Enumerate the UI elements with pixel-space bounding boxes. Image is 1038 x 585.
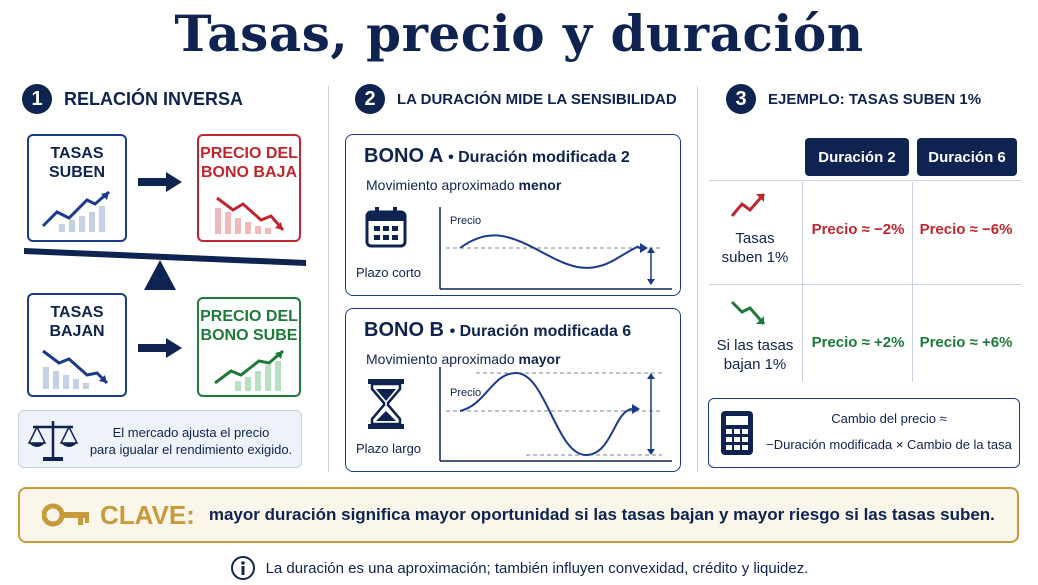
formula-line1: Cambio del precio ≈ <box>831 411 947 426</box>
precio-sube-line1: PRECIO DEL <box>200 308 298 325</box>
bono-a-chart-label: Precio <box>450 215 482 227</box>
cell-bajan-dur2: Precio ≈ +2% <box>811 334 905 351</box>
bono-a-movement-prefix: Movimiento aproximado <box>366 177 515 193</box>
section-2-number: 2 <box>355 84 385 114</box>
falling-rates-icon <box>42 349 109 389</box>
bono-b-movement-prefix: Movimiento aproximado <box>366 351 515 367</box>
market-note-line2: para igualar el rendimiento exigido. <box>89 442 293 457</box>
table-divider <box>709 180 1021 181</box>
section-1-number: 1 <box>22 84 52 114</box>
tasas-bajan-line2: BAJAN <box>49 323 105 340</box>
calculator-icon <box>721 411 753 455</box>
rising-price-icon <box>214 349 284 391</box>
key-icon <box>42 503 89 527</box>
bono-b-name: BONO B <box>364 319 444 341</box>
row-label-bajan-line2: bajan 1% <box>723 356 787 373</box>
tasas-suben-line2: SUBEN <box>48 164 105 181</box>
row-label-suben-line1: Tasas <box>735 230 775 247</box>
section-3-title: EJEMPLO: TASAS SUBEN 1% <box>768 90 982 108</box>
divider <box>328 86 329 472</box>
bono-b-panel: BONO B • Duración modificada 6 Movimient… <box>345 308 681 472</box>
right-arrow-icon <box>138 338 182 358</box>
bono-b-title: BONO B • Duración modificada 6 <box>364 319 631 342</box>
tasas-bajan-line1: TASAS <box>50 304 104 321</box>
column-header-duracion-2: Duración 2 <box>805 138 909 176</box>
seesaw-icon <box>24 248 306 290</box>
tasas-bajan-box: TASAS BAJAN <box>27 293 127 397</box>
column-header-duracion-6: Duración 6 <box>917 138 1017 176</box>
bono-b-movement-strong: mayor <box>518 351 561 367</box>
key-text: mayor duración significa mayor oportunid… <box>208 505 995 524</box>
bono-b-price-wave <box>439 367 672 462</box>
section-3-header: 3 EJEMPLO: TASAS SUBEN 1% <box>726 84 981 114</box>
bono-a-movement-strong: menor <box>518 177 562 193</box>
falling-chart-icon <box>215 196 285 234</box>
market-note: El mercado ajusta el precio para igualar… <box>18 410 302 468</box>
footer-text: La duración es una aproximación; también… <box>265 559 809 577</box>
precio-baja-box: PRECIO DEL BONO BAJA <box>197 134 301 242</box>
section-1-header: 1 RELACIÓN INVERSA <box>22 84 243 114</box>
formula-box: Cambio del precio ≈ −Duración modificada… <box>708 398 1020 468</box>
page-title: Tasas, precio y duración <box>174 4 864 63</box>
hourglass-icon <box>368 379 404 429</box>
rising-chart-icon <box>41 190 110 232</box>
bono-a-plazo: Plazo corto <box>356 265 422 280</box>
bono-a-movement: Movimiento aproximado menor <box>366 177 561 193</box>
table-divider <box>709 284 1021 285</box>
key-banner: CLAVE: mayor duración significa mayor op… <box>18 487 1019 543</box>
calendar-icon <box>365 207 407 248</box>
bono-b-chart-label: Precio <box>450 387 482 399</box>
bono-b-plazo: Plazo largo <box>356 441 422 456</box>
bono-a-title: BONO A • Duración modificada 2 <box>364 145 630 168</box>
bono-a-duration: • Duración modificada 2 <box>448 149 630 166</box>
precio-baja-line2: BONO BAJA <box>200 164 297 181</box>
bono-b-movement: Movimiento aproximado mayor <box>366 351 561 367</box>
right-arrow-icon <box>138 172 182 192</box>
market-note-line1: El mercado ajusta el precio <box>112 425 270 440</box>
row-label-bajan-line1: Si las tasas <box>716 337 794 354</box>
bono-a-name: BONO A <box>364 145 443 167</box>
cell-suben-dur6: Precio ≈ −6% <box>919 221 1013 238</box>
cell-bajan-dur6: Precio ≈ +6% <box>919 334 1013 351</box>
precio-sube-box: PRECIO DEL BONO SUBE <box>197 297 301 397</box>
tasas-suben-line1: TASAS <box>50 145 104 162</box>
footer-note: La duración es una aproximación; también… <box>0 555 1038 581</box>
key-label: CLAVE: <box>100 499 195 530</box>
scales-icon <box>27 421 79 461</box>
row-label-suben-line2: suben 1% <box>721 249 789 266</box>
formula-line2: −Duración modificada × Cambio de la tasa <box>766 437 1012 452</box>
section-3-number: 3 <box>726 84 756 114</box>
bono-a-price-wave <box>439 207 672 290</box>
table-divider <box>802 182 803 382</box>
precio-sube-line2: BONO SUBE <box>200 327 298 344</box>
bono-b-duration: • Duración modificada 6 <box>449 323 632 340</box>
precio-baja-line1: PRECIO DEL <box>200 145 298 162</box>
cell-suben-dur2: Precio ≈ −2% <box>811 221 905 238</box>
bono-a-panel: BONO A • Duración modificada 2 Movimient… <box>345 134 681 296</box>
rates-up-icon <box>730 193 766 217</box>
divider <box>697 86 698 472</box>
section-1-title: RELACIÓN INVERSA <box>64 88 244 109</box>
info-icon <box>230 556 255 580</box>
tasas-suben-box: TASAS SUBEN <box>27 134 127 242</box>
section-2-header: 2 LA DURACIÓN MIDE LA SENSIBILIDAD <box>355 84 677 114</box>
rates-down-icon <box>730 300 766 325</box>
table-divider <box>912 182 913 382</box>
section-2-title: LA DURACIÓN MIDE LA SENSIBILIDAD <box>397 90 677 108</box>
